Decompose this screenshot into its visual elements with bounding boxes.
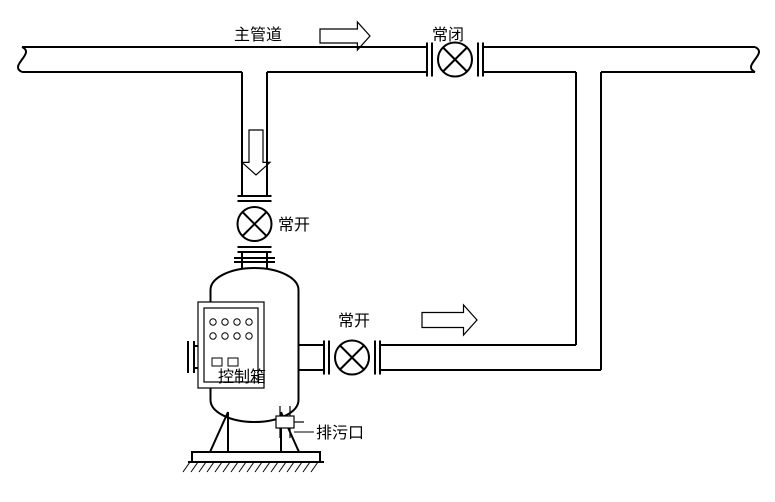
- valve-normally-open-inlet: [238, 196, 272, 252]
- valve-normally-closed: [427, 43, 483, 77]
- flow-arrow-right: [320, 22, 370, 50]
- flow-arrow-down: [242, 130, 270, 175]
- main-pipe: [18, 47, 759, 72]
- return-pipe-vertical: [576, 72, 601, 370]
- return-pipe-horizontal: [380, 72, 601, 370]
- label-control-box: 控制箱: [218, 368, 266, 386]
- flow-arrow-right: [422, 305, 477, 335]
- label-normally-closed: 常闭: [432, 26, 464, 44]
- label-normally-open-inlet: 常开: [278, 216, 310, 234]
- label-normally-open-outlet: 常开: [338, 312, 370, 330]
- label-main-pipe: 主管道: [234, 26, 282, 44]
- label-drain: 排污口: [316, 424, 364, 442]
- valve-normally-open-outlet: [324, 341, 380, 375]
